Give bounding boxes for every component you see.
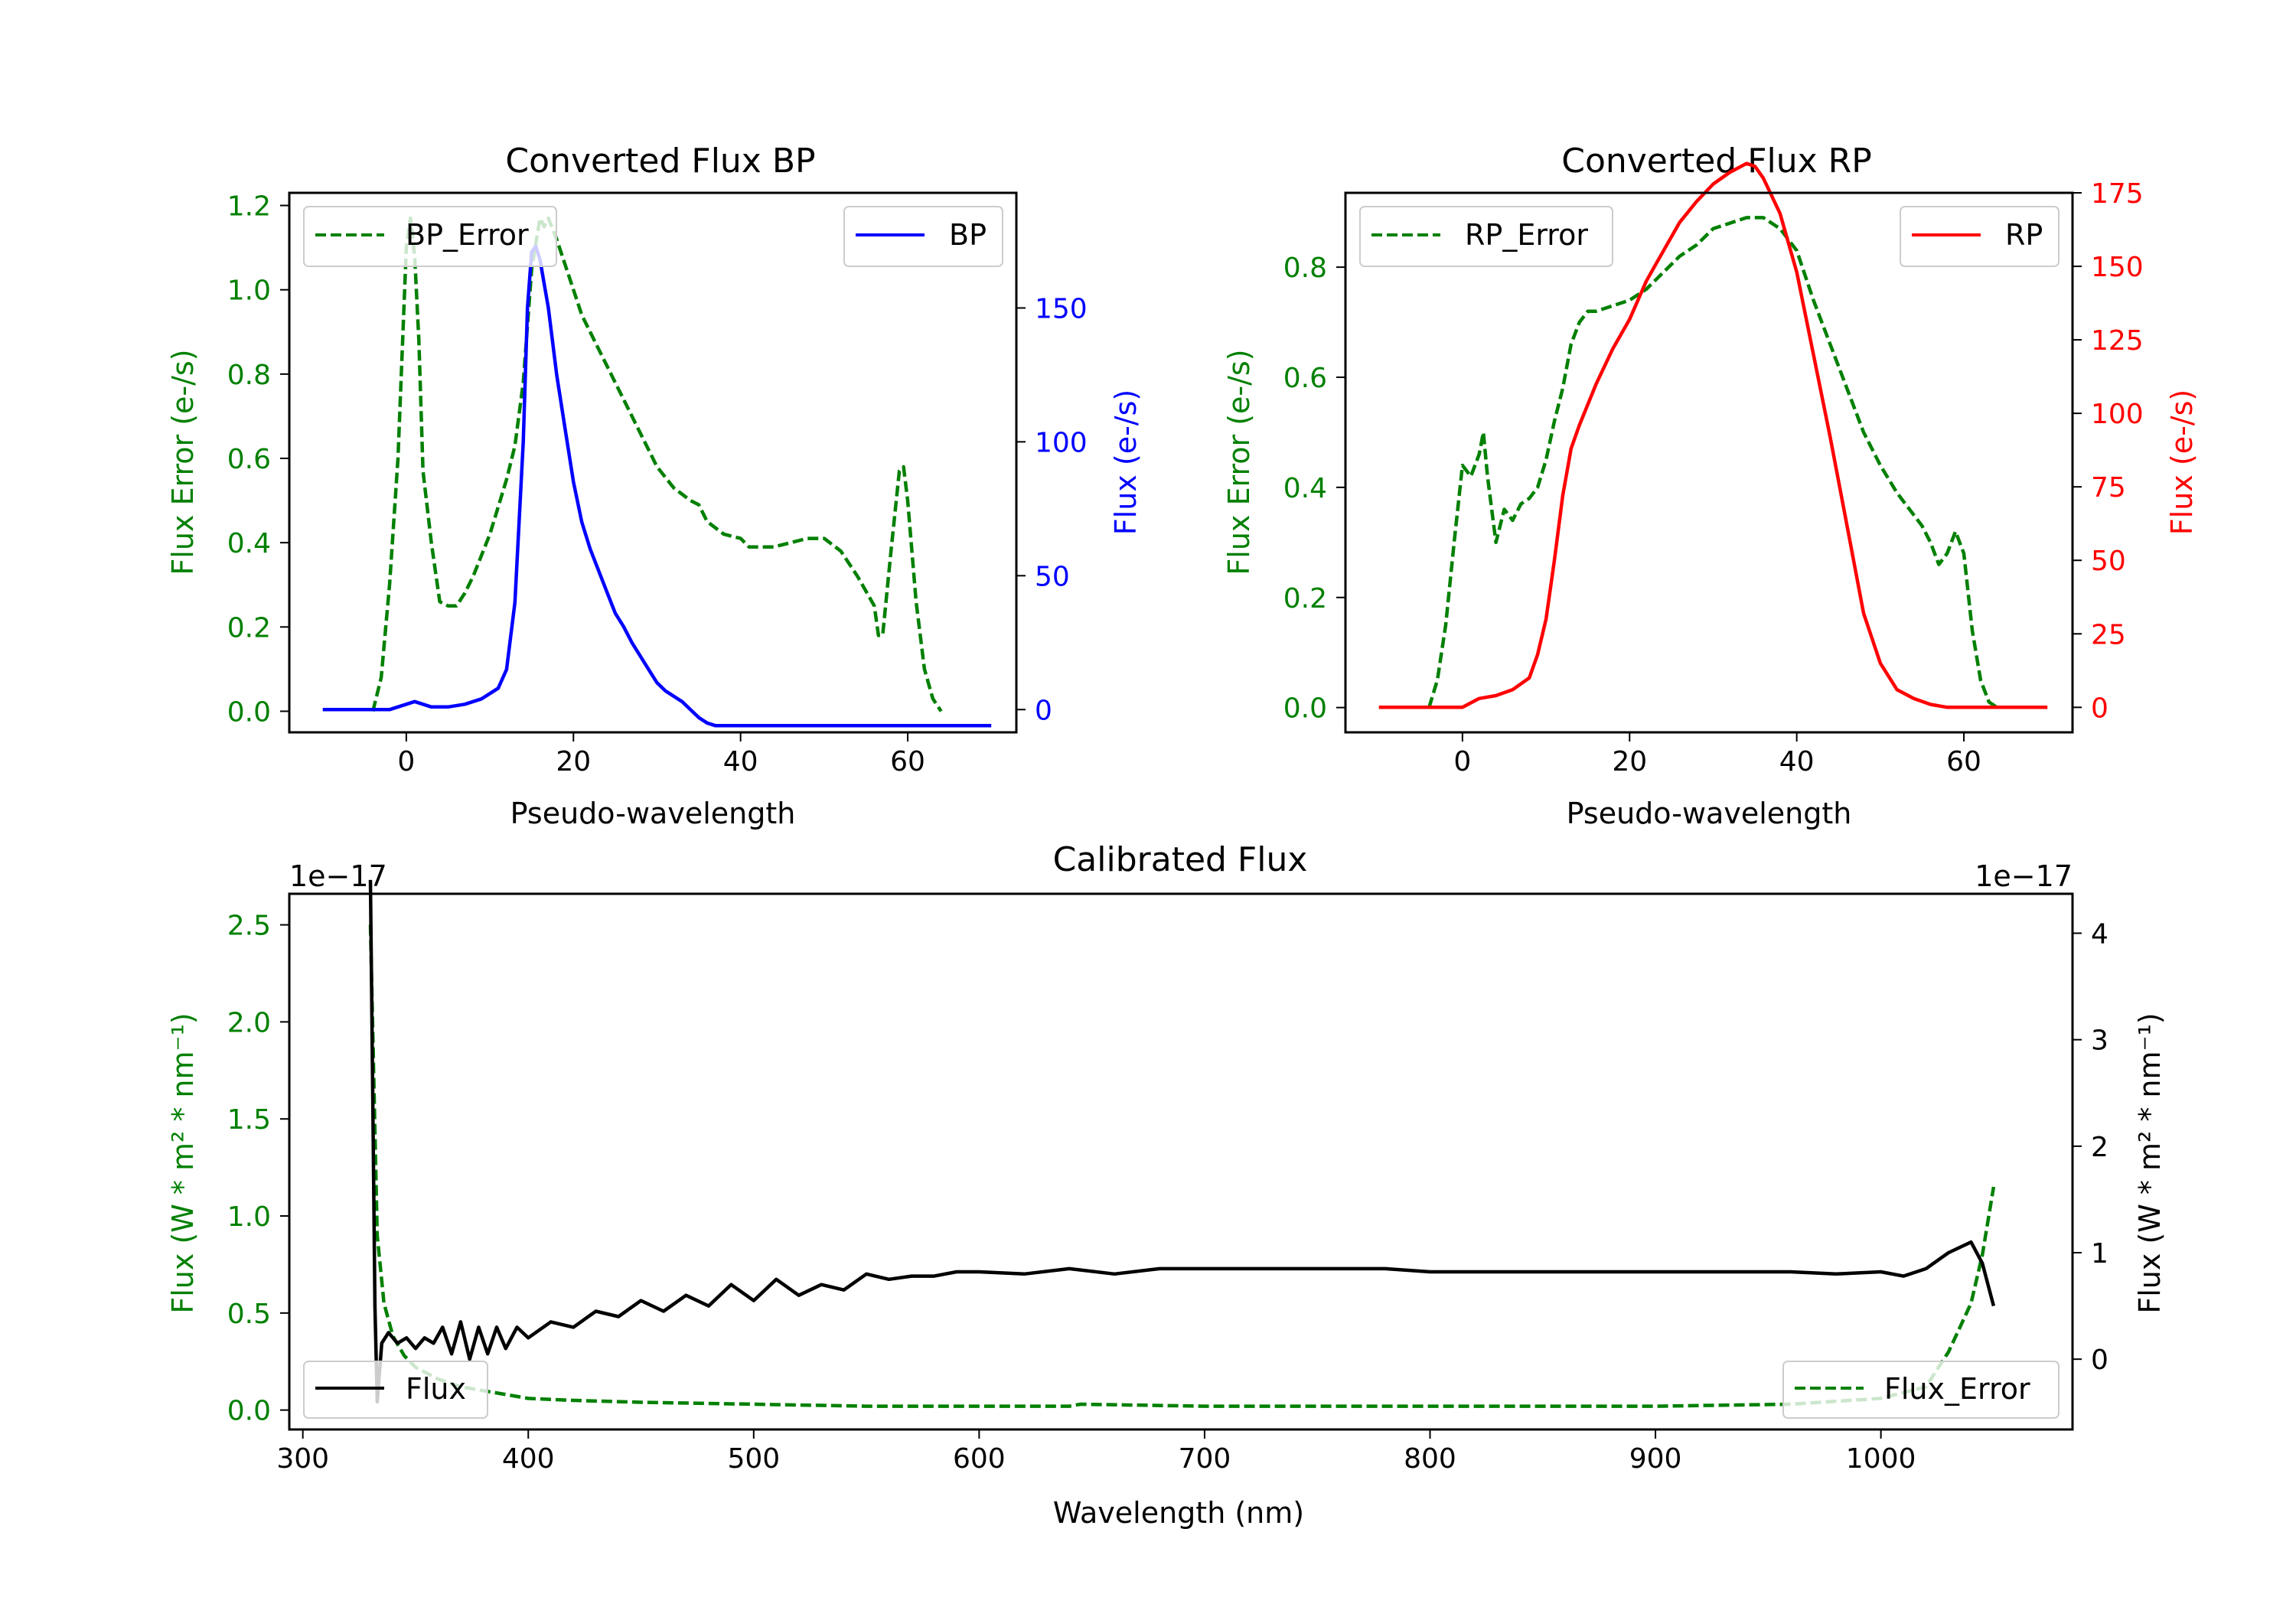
rp-right-ytick-label: 100 bbox=[2091, 399, 2144, 430]
bp-left-ytick-label: 0.4 bbox=[227, 528, 271, 559]
rp-right-ytick-label: 175 bbox=[2091, 178, 2144, 210]
cal-left-ytick-label: 0.0 bbox=[227, 1396, 271, 1427]
cal-xlabel: Wavelength (nm) bbox=[1053, 1496, 1304, 1530]
cal-left-ytick-label: 2.0 bbox=[227, 1007, 271, 1038]
rp-legend-flux: RP bbox=[1900, 206, 2060, 267]
cal-left-ytick-label: 2.5 bbox=[227, 911, 271, 942]
rp-xtick-label: 0 bbox=[1453, 746, 1471, 777]
rp-right-ytick-label: 50 bbox=[2091, 546, 2126, 577]
rp-title: Converted Flux RP bbox=[1561, 142, 1872, 181]
bp-left-ytick-label: 0.0 bbox=[227, 696, 271, 728]
rp-legend-error: RP_Error bbox=[1359, 206, 1613, 267]
cal-xtick-label: 900 bbox=[1629, 1443, 1682, 1475]
bp-legend-error-label: BP_Error bbox=[406, 218, 529, 252]
rp-left-ylabel: Flux Error (e-/s) bbox=[1222, 349, 1256, 575]
cal-axes-frame bbox=[288, 892, 2074, 1431]
bp-left-ytick-label: 1.2 bbox=[227, 191, 271, 223]
rp-right-ytick-label: 25 bbox=[2091, 619, 2126, 650]
bp-left-ytick-label: 0.6 bbox=[227, 444, 271, 475]
subplot-rp: Converted Flux RP Pseudo-wavelength Flux… bbox=[1222, 142, 2199, 830]
cal-legend-flux: Flux bbox=[303, 1361, 488, 1419]
bp-left-ytick-label: 1.0 bbox=[227, 275, 271, 307]
bp-xlabel: Pseudo-wavelength bbox=[510, 797, 796, 830]
rp-left-ytick-label: 0.8 bbox=[1283, 253, 1327, 284]
subplot-bp: Converted Flux BP Pseudo-wavelength Flux… bbox=[166, 142, 1143, 830]
cal-left-ytick-label: 0.5 bbox=[227, 1299, 271, 1330]
rp-left-ytick-label: 0.6 bbox=[1283, 363, 1327, 394]
cal-xtick-label: 300 bbox=[276, 1443, 329, 1475]
cal-right-ytick-label: 3 bbox=[2091, 1025, 2108, 1057]
cal-left-ylabel: Flux (W * m² * nm⁻¹) bbox=[166, 1012, 200, 1313]
rp-right-ytick-label: 150 bbox=[2091, 252, 2144, 283]
bp-title: Converted Flux BP bbox=[505, 142, 815, 181]
cal-series-flux bbox=[368, 879, 1996, 1404]
rp-legend-flux-label: RP bbox=[2005, 218, 2043, 252]
rp-right-ytick-label: 75 bbox=[2091, 472, 2126, 504]
rp-xtick-label: 40 bbox=[1779, 746, 1815, 777]
cal-right-ylabel: Flux (W * m² * nm⁻¹) bbox=[2133, 1012, 2167, 1313]
cal-legend-error: Flux_Error bbox=[1782, 1361, 2060, 1419]
rp-right-ytick-label: 125 bbox=[2091, 325, 2144, 357]
rp-left-ytick-label: 0.4 bbox=[1283, 473, 1327, 504]
cal-xtick-label: 800 bbox=[1404, 1443, 1456, 1475]
bp-left-ytick-label: 0.2 bbox=[227, 612, 271, 644]
bp-series-bp bbox=[322, 244, 992, 728]
cal-right-ytick-label: 1 bbox=[2091, 1238, 2108, 1270]
cal-left-ytick-label: 1.5 bbox=[227, 1104, 271, 1136]
bp-legend-flux-label: BP bbox=[949, 218, 987, 252]
cal-xtick-label: 700 bbox=[1179, 1443, 1231, 1475]
cal-legend-error-label: Flux_Error bbox=[1884, 1372, 2030, 1406]
cal-left-offset: 1e−17 bbox=[289, 859, 387, 893]
cal-right-ytick-label: 4 bbox=[2091, 918, 2108, 950]
bp-right-ytick-label: 50 bbox=[1035, 561, 1070, 592]
bp-series-bp-error bbox=[371, 216, 943, 712]
cal-series-flux-error bbox=[368, 924, 1996, 1408]
bp-right-ytick-label: 0 bbox=[1035, 695, 1052, 726]
rp-right-ylabel: Flux (e-/s) bbox=[2165, 390, 2199, 535]
cal-right-ytick-label: 2 bbox=[2091, 1132, 2108, 1163]
rp-left-ytick-label: 0.2 bbox=[1283, 583, 1327, 614]
bp-left-ylabel: Flux Error (e-/s) bbox=[166, 349, 200, 575]
bp-right-ytick-label: 150 bbox=[1035, 293, 1088, 324]
cal-xtick-label: 500 bbox=[727, 1443, 780, 1475]
rp-left-ytick-label: 0.0 bbox=[1283, 693, 1327, 725]
bp-xtick-label: 40 bbox=[723, 746, 758, 777]
bp-legend-flux: BP bbox=[843, 206, 1003, 267]
cal-title: Calibrated Flux bbox=[1053, 840, 1308, 879]
bp-legend-error: BP_Error bbox=[303, 206, 557, 267]
cal-right-offset: 1e−17 bbox=[1975, 859, 2073, 893]
subplot-calibrated: Calibrated Flux 1e−17 1e−17 Wavelength (… bbox=[166, 840, 2167, 1530]
cal-xtick-label: 1000 bbox=[1846, 1443, 1916, 1475]
rp-legend-error-label: RP_Error bbox=[1465, 218, 1588, 252]
bp-xtick-label: 0 bbox=[397, 746, 415, 777]
bp-xtick-label: 60 bbox=[890, 746, 925, 777]
rp-series-rp bbox=[1378, 161, 2048, 709]
rp-xtick-label: 20 bbox=[1612, 746, 1647, 777]
rp-series-rp-error bbox=[1427, 216, 1998, 709]
cal-right-ytick-label: 0 bbox=[2091, 1345, 2108, 1376]
cal-xtick-label: 600 bbox=[953, 1443, 1006, 1475]
bp-xtick-label: 20 bbox=[556, 746, 591, 777]
rp-axes-frame bbox=[1344, 191, 2074, 734]
bp-right-ytick-label: 100 bbox=[1035, 427, 1088, 458]
rp-right-ytick-label: 0 bbox=[2091, 693, 2108, 724]
rp-xlabel: Pseudo-wavelength bbox=[1567, 797, 1852, 830]
bp-left-ytick-label: 0.8 bbox=[227, 360, 271, 391]
bp-right-ylabel: Flux (e-/s) bbox=[1109, 390, 1143, 535]
cal-xtick-label: 400 bbox=[502, 1443, 555, 1475]
bp-axes-frame bbox=[288, 191, 1018, 734]
cal-left-ytick-label: 1.0 bbox=[227, 1201, 271, 1233]
cal-legend-flux-label: Flux bbox=[406, 1372, 466, 1406]
rp-xtick-label: 60 bbox=[1946, 746, 1981, 777]
